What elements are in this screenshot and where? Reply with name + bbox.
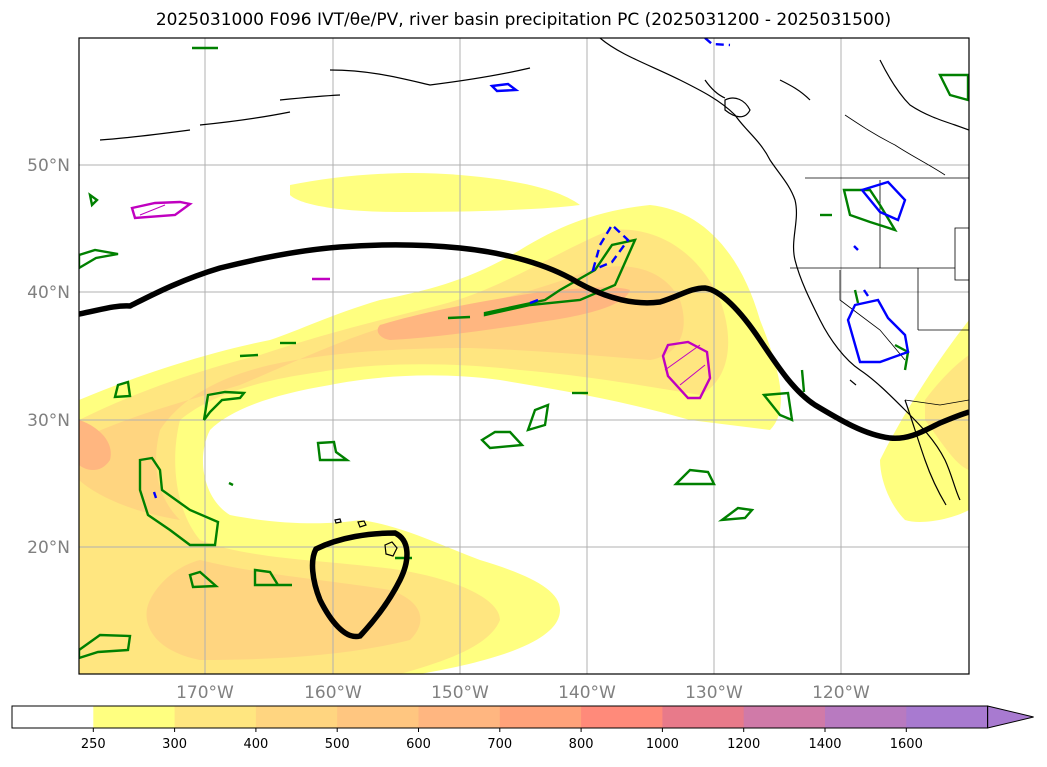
lat-label-20: 20°N [27,538,70,558]
colorbar-tick-label: 800 [569,737,594,752]
colorbar: 250 300 400 500 600 700 800 1000 1200 1400 1600 [11,705,1034,752]
theta-e-green-contours [79,46,969,660]
map-frame [78,37,970,675]
colorbar-segment [825,706,907,728]
colorbar-tick-label: 1400 [808,737,841,752]
colorbar-segment [499,706,582,728]
longitude-labels: 170°W 160°W 150°W 140°W 130°W 120°W [176,683,870,703]
colorbar-segment [906,706,989,728]
colorbar-segment [337,706,419,728]
colorbar-tick-label: 1200 [727,737,760,752]
colorbar-tick-label: 1000 [646,737,679,752]
colorbar-tick-label: 300 [162,737,187,752]
theta-e-blue-contours [152,38,910,499]
lon-label-120w: 120°W [812,683,870,703]
colorbar-tick-label: 500 [325,737,350,752]
lon-label-150w: 150°W [431,683,489,703]
colorbar-segment [581,706,663,728]
lat-label-50: 50°N [27,156,70,176]
colorbar-tick-label: 600 [406,737,431,752]
lon-label-130w: 130°W [685,683,743,703]
colorbar-tick-label: 1600 [890,737,923,752]
lat-label-40: 40°N [27,283,70,303]
colorbar-segment [662,706,745,728]
colorbar-segment [743,706,826,728]
colorbar-extend-arrow [987,705,1034,729]
lon-label-170w: 170°W [176,683,234,703]
map-title: 2025031000 F096 IVT/θe/PV, river basin p… [155,10,892,30]
lon-label-160w: 160°W [304,683,362,703]
colorbar-tick-label: 250 [81,737,106,752]
colorbar-segment [174,706,257,728]
pv-black-contours [79,242,969,640]
colorbar-segment [93,706,176,728]
lon-label-140w: 140°W [558,683,616,703]
colorbar-segment [12,706,94,728]
colorbar-tick-label: 700 [487,737,512,752]
pv-magenta-contours [130,200,712,400]
lat-label-30: 30°N [27,411,70,431]
colorbar-segment [418,706,501,728]
colorbar-tick-label: 400 [243,737,268,752]
colorbar-segment [255,706,338,728]
graticule [79,38,969,674]
coastlines [99,38,969,557]
latitude-labels: 50°N 40°N 30°N 20°N [27,156,70,558]
